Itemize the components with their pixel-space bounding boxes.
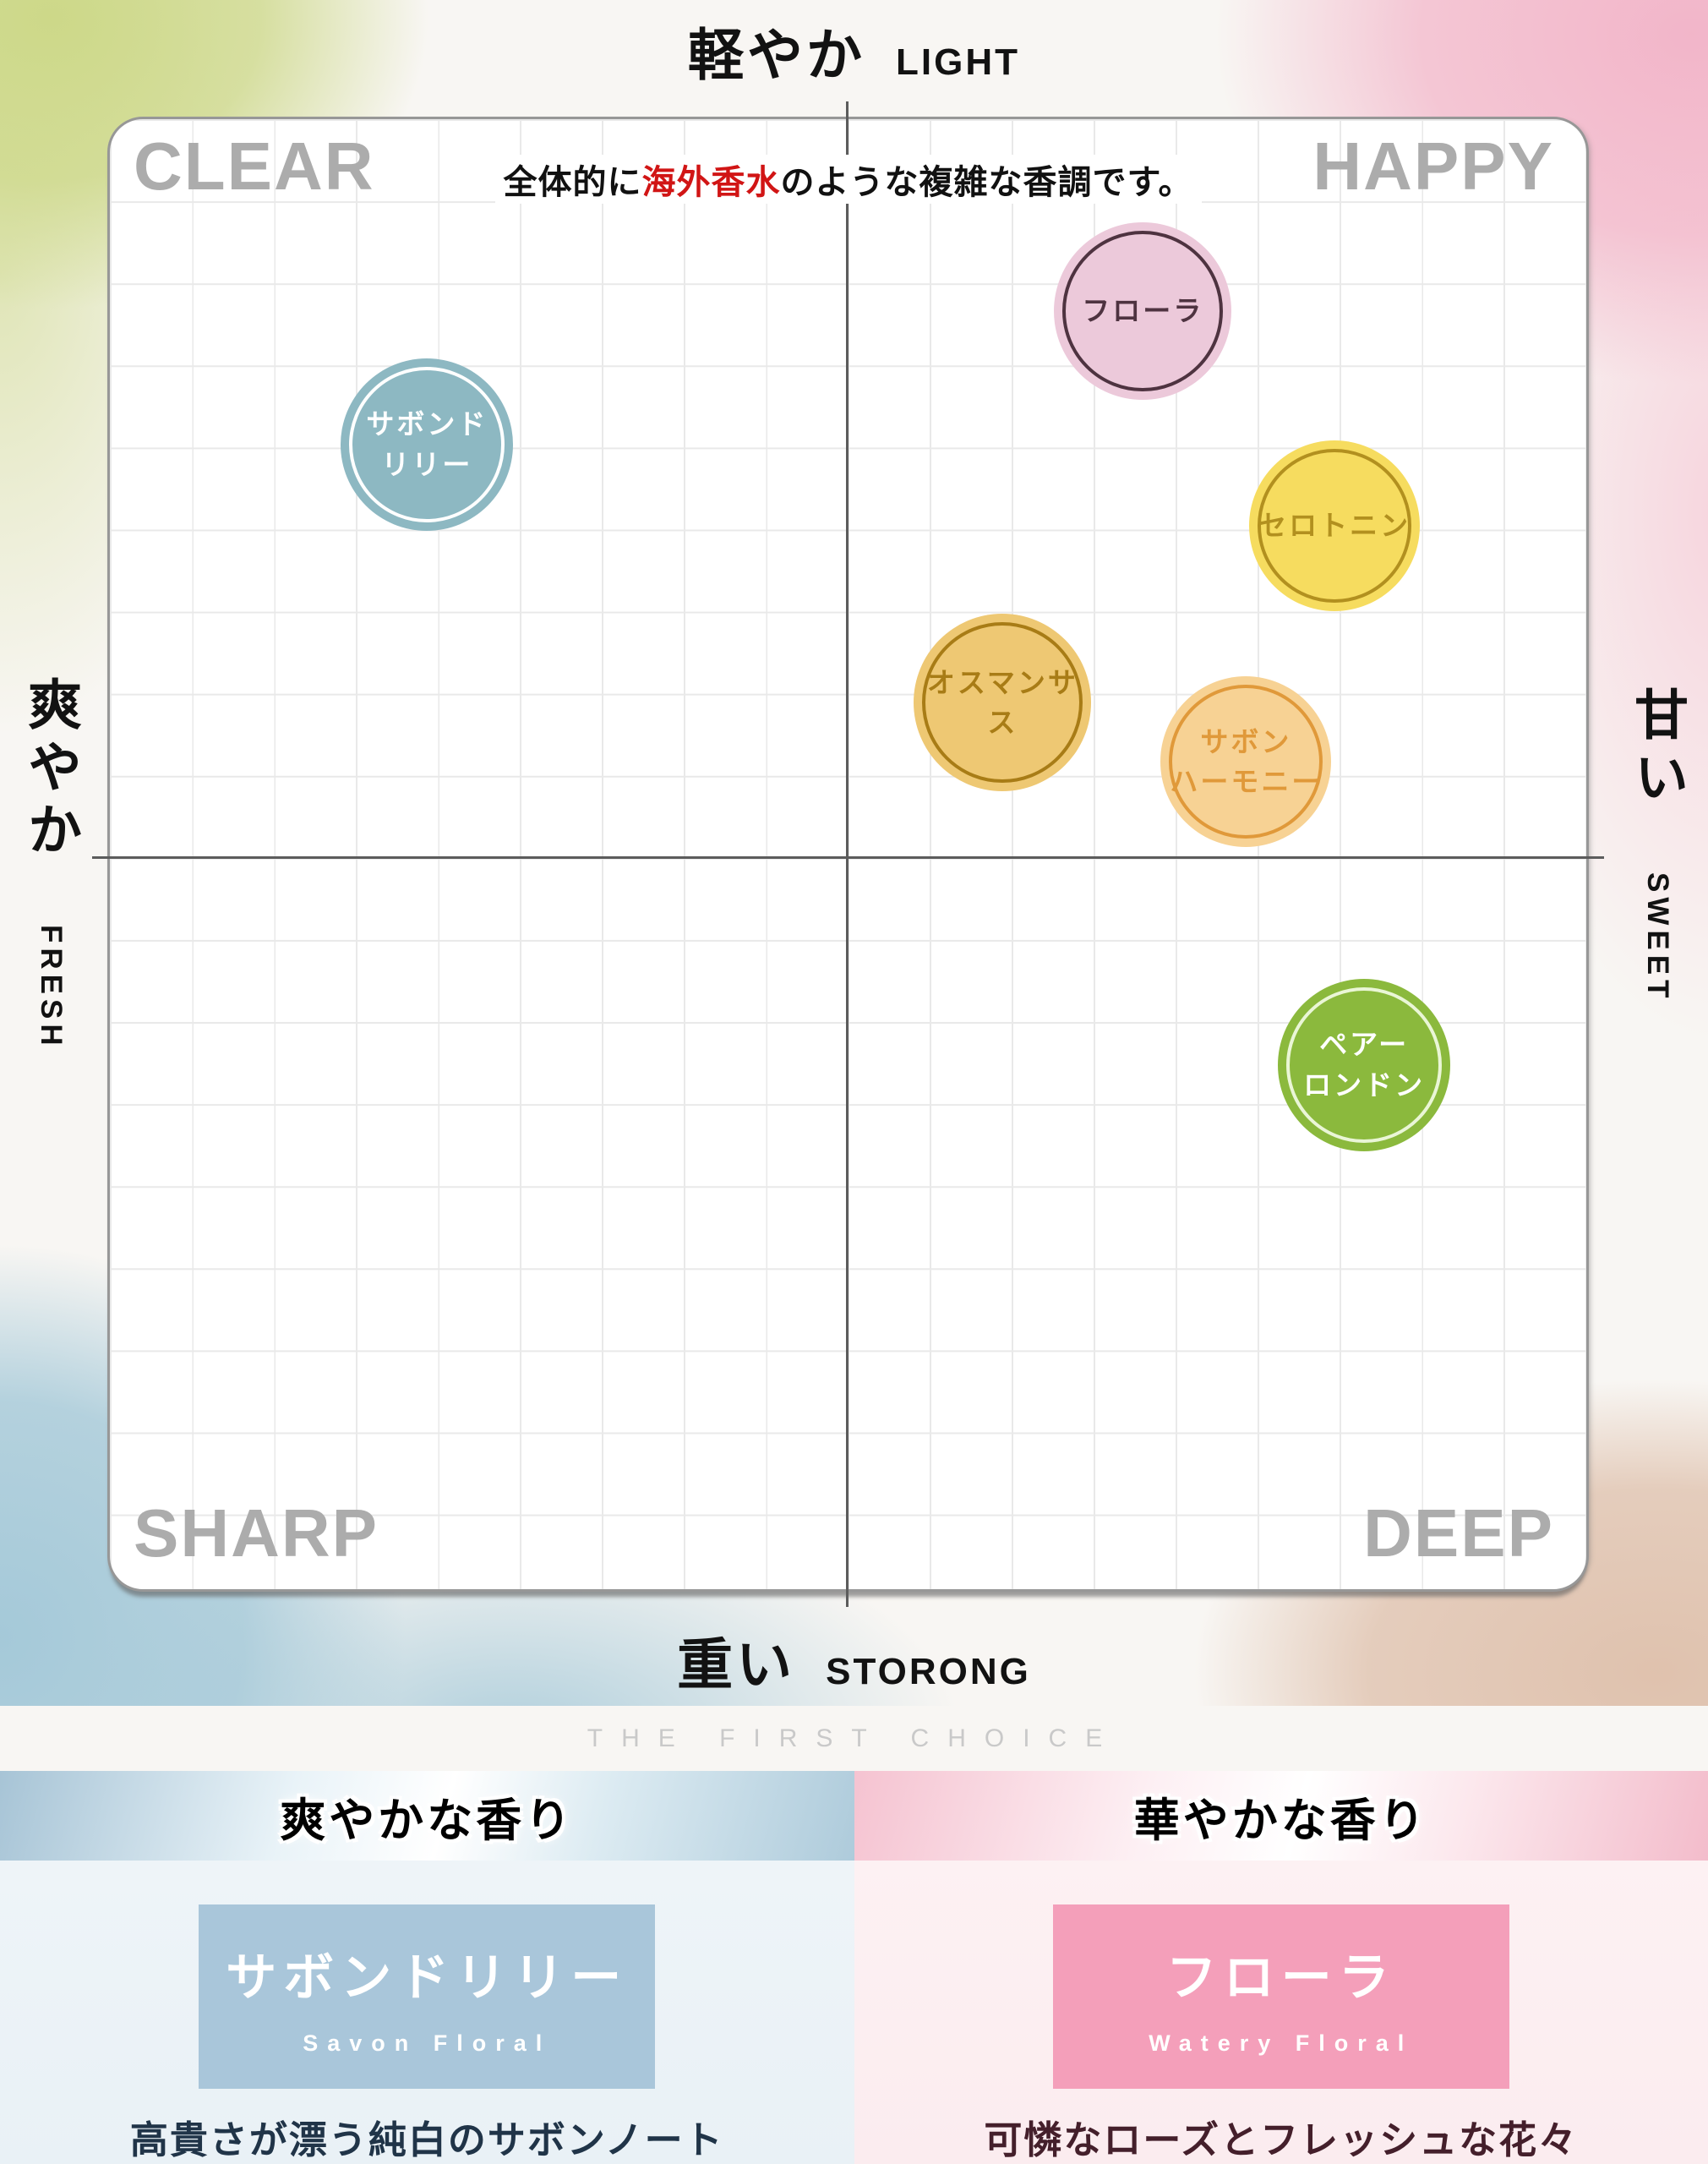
axis-bottom-en-label: STORONG <box>826 1651 1031 1692</box>
scent-bubble-ペアーロンドン: ペアー ロンドン <box>1278 978 1451 1151</box>
product-name: フローラ <box>1165 1949 1396 2006</box>
panel-floral-body: フローラ Watery Floral 可憐なローズとフレッシュな花々 <box>854 1861 1708 2164</box>
y-axis-line <box>846 101 849 1607</box>
quadrant-label-bottom-left: SHARP <box>134 1495 379 1571</box>
quadrant-label-top-left: CLEAR <box>134 128 375 204</box>
panel-fresh-scent: 爽やかな香り サボンドリリー Savon Floral 高貴さが漂う純白のサボン… <box>0 1771 854 2164</box>
axis-right-en-label: SWEET <box>1641 872 1674 1003</box>
bubble-ring <box>1286 986 1443 1143</box>
product-card-savon-lily: サボンドリリー Savon Floral <box>199 1904 656 2089</box>
recommendation-panels: 爽やかな香り サボンドリリー Savon Floral 高貴さが漂う純白のサボン… <box>0 1771 1708 2164</box>
bubble-ring <box>922 622 1083 784</box>
product-description: 高貴さが漂う純白のサボンノート <box>129 2118 724 2161</box>
panel-fresh-body: サボンドリリー Savon Floral 高貴さが漂う純白のサボンノート <box>0 1861 854 2164</box>
quadrant-chart: CLEAR HAPPY SHARP DEEP 全体的に海外香水のような複雑な香調… <box>92 101 1604 1607</box>
bubble-ring <box>1258 448 1412 603</box>
bubble-ring <box>1169 685 1323 839</box>
bubble-label: ペアー ロンドン <box>1303 1028 1426 1101</box>
axis-top-en-label: LIGHT <box>896 41 1020 83</box>
annotation-prefix: 全体的に <box>503 164 642 201</box>
product-description: 可憐なローズとフレッシュな花々 <box>984 2118 1579 2161</box>
product-name-en: Watery Floral <box>1149 2030 1414 2056</box>
axis-bottom-jp-label: 重い <box>677 1633 796 1696</box>
panel-floral-heading: 華やかな香り <box>854 1771 1708 1861</box>
bubble-ring <box>1062 231 1224 392</box>
panel-floral-scent: 華やかな香り フローラ Watery Floral 可憐なローズとフレッシュな花… <box>854 1771 1708 2164</box>
x-axis-line <box>92 856 1604 859</box>
scent-bubble-セロトニン: セロトニン <box>1249 440 1421 611</box>
bubble-label: サボン ハーモニー <box>1170 725 1323 798</box>
axis-left-jp-label: 爽やか <box>20 676 81 864</box>
axis-top-jp-label: 軽やか <box>688 24 865 86</box>
axis-label-bottom: 重い STORONG <box>0 1620 1708 1701</box>
scent-bubble-サボンハーモニー: サボン ハーモニー <box>1160 676 1332 848</box>
bubble-label: フローラ <box>1082 295 1204 327</box>
axis-left-en-label: FRESH <box>35 925 68 1051</box>
scent-bubble-フローラ: フローラ <box>1054 222 1232 401</box>
quadrant-label-top-right: HAPPY <box>1312 128 1554 204</box>
product-card-flora: フローラ Watery Floral <box>1052 1904 1509 2089</box>
axis-right-jp-label: 甘い <box>1627 686 1688 812</box>
scent-bubble-オスマンサス: オスマンサス <box>914 614 1092 792</box>
scent-bubble-サボンドリリー: サボンド リリー <box>341 358 514 531</box>
panel-fresh-heading: 爽やかな香り <box>0 1771 854 1861</box>
product-name-en: Savon Floral <box>303 2030 552 2056</box>
axis-label-right: 甘い SWEET <box>1613 686 1701 1003</box>
axis-label-left: 爽やか FRESH <box>7 676 95 1051</box>
annotation-note: 全体的に海外香水のような複雑な香調です。 <box>494 155 1202 204</box>
axis-label-top: 軽やか LIGHT <box>0 10 1708 91</box>
bubble-ring <box>349 366 505 522</box>
annotation-suffix: のような複雑な香調です。 <box>780 164 1193 201</box>
bubble-label: オスマンサス <box>926 666 1078 739</box>
bubble-label: サボンド リリー <box>366 407 488 480</box>
bubble-label: セロトニン <box>1258 509 1411 541</box>
tagline: THE FIRST CHOICE <box>587 1724 1121 1752</box>
quadrant-label-bottom-right: DEEP <box>1363 1495 1554 1571</box>
annotation-highlight: 海外香水 <box>641 164 781 201</box>
product-name: サボンドリリー <box>226 1949 629 2006</box>
